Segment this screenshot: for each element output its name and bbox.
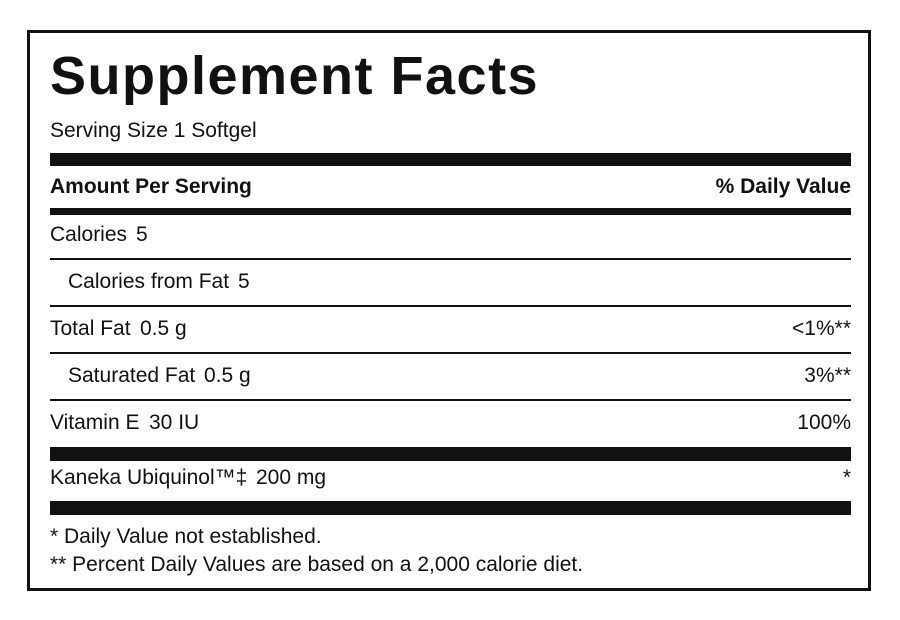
- row-label: Saturated Fat: [68, 364, 196, 387]
- thick-rule: [50, 501, 851, 515]
- row-label: Calories from Fat: [68, 270, 230, 293]
- thin-rule: [50, 352, 851, 354]
- thin-rule: [50, 399, 851, 401]
- thick-rule: [50, 153, 851, 166]
- thin-rule: [50, 258, 851, 260]
- row-amount: 0.5 g: [204, 364, 251, 387]
- row-amount: 5: [238, 270, 250, 293]
- row-daily-value: <1%**: [792, 317, 851, 340]
- footnote: * Daily Value not established.: [50, 525, 322, 548]
- serving-size: Serving Size 1 Softgel: [50, 119, 257, 142]
- facts-panel: Supplement Facts Serving Size 1 Softgel …: [27, 30, 871, 591]
- header-daily-value: % Daily Value: [715, 175, 851, 198]
- title: Supplement Facts: [50, 46, 540, 106]
- row-label: Total Fat: [50, 317, 131, 340]
- row-amount: 0.5 g: [140, 317, 187, 340]
- row-daily-value: 100%: [797, 411, 851, 434]
- row-daily-value: 3%**: [804, 364, 851, 387]
- thick-rule: [50, 208, 851, 215]
- thick-rule: [50, 447, 851, 461]
- row-label: Kaneka Ubiquinol™‡: [50, 466, 248, 489]
- row-amount: 200 mg: [256, 466, 327, 489]
- thin-rule: [50, 305, 851, 307]
- header-amount: Amount Per Serving: [50, 175, 252, 198]
- row-label: Vitamin E: [50, 411, 140, 434]
- row-amount: 30 IU: [149, 411, 200, 434]
- row-amount: 5: [136, 223, 148, 246]
- row-daily-value: *: [842, 466, 851, 489]
- row-label: Calories: [50, 223, 128, 246]
- footnote: ** Percent Daily Values are based on a 2…: [50, 553, 584, 576]
